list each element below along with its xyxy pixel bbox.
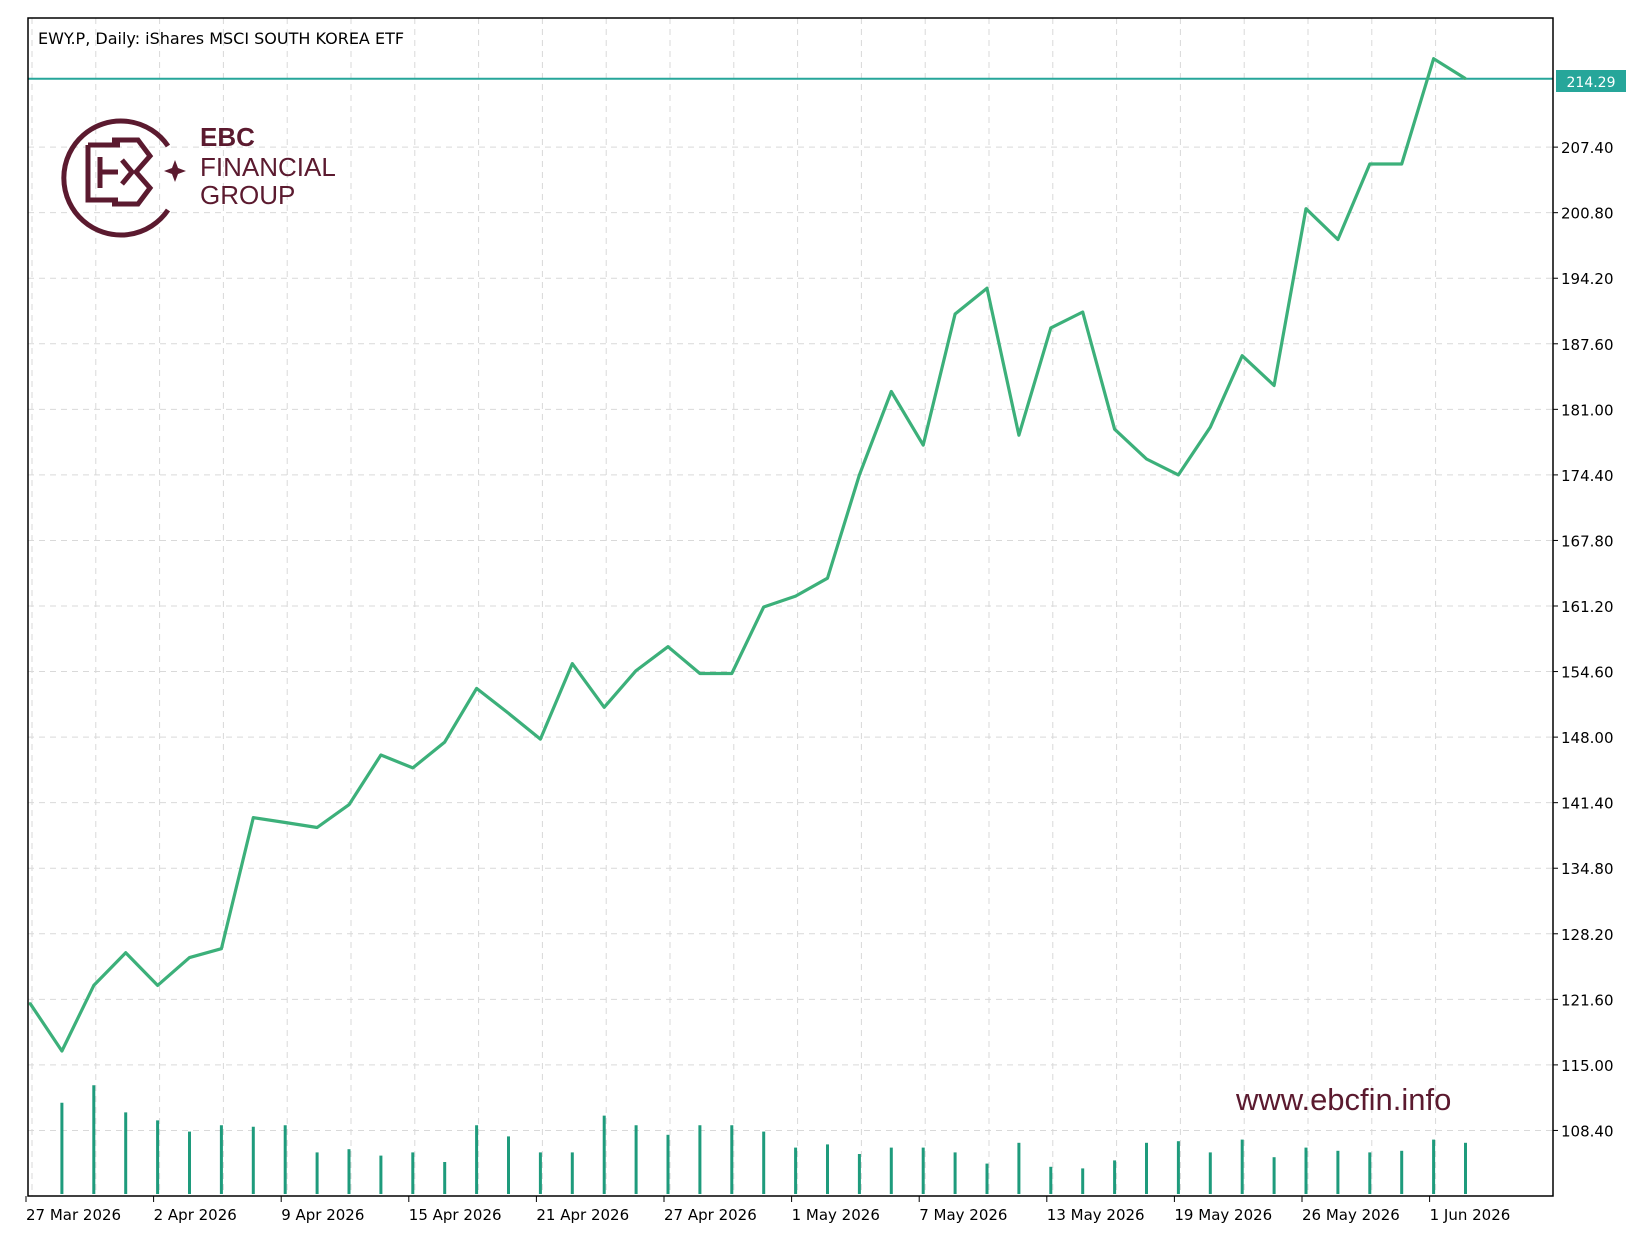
price-point	[922, 443, 925, 447]
y-tick-label: 194.20	[1561, 270, 1614, 288]
x-tick-label: 21 Apr 2026	[536, 1206, 629, 1224]
price-point	[985, 286, 989, 290]
y-tick-label: 181.00	[1561, 401, 1614, 419]
price-point	[698, 672, 702, 675]
price-point	[1081, 310, 1084, 314]
x-tick-label: 2 Apr 2026	[154, 1206, 237, 1224]
price-point	[1241, 354, 1244, 357]
x-tick-label: 15 Apr 2026	[409, 1206, 502, 1224]
y-axis: 207.40 200.80 194.20 187.60 181.00 174.40 167.…	[1553, 139, 1614, 1140]
volume-bars	[60, 1085, 1467, 1194]
price-point	[858, 473, 861, 477]
watermark-url: www.ebcfin.info	[1235, 1082, 1451, 1117]
x-tick-label: 1 Jun 2026	[1430, 1206, 1511, 1224]
y-tick-label: 161.20	[1561, 598, 1614, 616]
price-point	[156, 984, 159, 987]
ebc-logo: EBC FINANCIAL GROUP	[61, 118, 336, 238]
price-point	[571, 662, 574, 665]
price-point	[379, 753, 383, 757]
price-point	[1049, 326, 1053, 330]
price-point	[1113, 428, 1116, 431]
price-series	[28, 57, 1467, 1053]
price-point	[92, 984, 96, 987]
price-point	[1145, 457, 1148, 461]
price-point	[1304, 207, 1308, 210]
x-tick-label: 27 Apr 2026	[664, 1206, 757, 1224]
price-point	[730, 672, 733, 675]
x-tick-label: 9 Apr 2026	[281, 1206, 364, 1224]
y-tick-label: 128.20	[1561, 926, 1614, 944]
y-tick-label: 141.40	[1561, 795, 1614, 813]
logo-line-financial: FINANCIAL	[200, 152, 336, 182]
y-tick-label: 187.60	[1561, 336, 1614, 354]
price-point	[188, 956, 191, 959]
y-tick-label: 200.80	[1561, 205, 1614, 223]
price-point	[539, 737, 542, 741]
price-point	[890, 390, 893, 393]
x-tick-label: 1 May 2026	[792, 1206, 880, 1224]
logo-line-group: GROUP	[200, 180, 295, 210]
price-point	[220, 947, 223, 950]
ebc-logo-icon	[61, 118, 171, 238]
y-tick-label: 108.40	[1561, 1122, 1614, 1140]
logo-line-ebc: EBC	[200, 122, 255, 152]
price-point	[28, 1002, 32, 1005]
price-point	[1368, 162, 1372, 166]
price-point	[762, 605, 765, 609]
y-tick-label: 167.80	[1561, 532, 1614, 550]
x-tick-label: 13 May 2026	[1047, 1206, 1145, 1224]
chart-title: EWY.P, Daily: iShares MSCI SOUTH KOREA E…	[38, 29, 404, 48]
y-tick-label: 121.60	[1561, 991, 1614, 1009]
y-tick-label: 207.40	[1561, 139, 1614, 157]
price-point	[411, 766, 414, 770]
price-point	[60, 1049, 64, 1053]
grid	[28, 18, 1553, 1196]
y-tick-label: 174.40	[1561, 467, 1614, 485]
price-point	[1177, 473, 1180, 477]
y-tick-label: 148.00	[1561, 729, 1614, 747]
current-price-tag: 214.29	[1556, 70, 1626, 92]
x-tick-label: 26 May 2026	[1302, 1206, 1400, 1224]
x-tick-label: 7 May 2026	[919, 1206, 1007, 1224]
price-point	[252, 816, 255, 819]
price-point	[284, 821, 287, 824]
y-tick-label: 115.00	[1561, 1057, 1614, 1075]
x-tick-label: 27 Mar 2026	[26, 1206, 121, 1224]
price-point	[826, 576, 829, 580]
current-price-tag-bg	[1556, 70, 1626, 92]
price-point	[953, 312, 957, 316]
sparkle-icon	[164, 160, 186, 182]
y-tick-label: 154.60	[1561, 664, 1614, 682]
current-price-label: 214.29	[1567, 75, 1616, 91]
x-tick-label: 19 May 2026	[1174, 1206, 1272, 1224]
price-point	[347, 803, 351, 806]
x-axis: 27 Mar 2026 2 Apr 2026 9 Apr 2026 15 Apr 20…	[25, 1196, 1511, 1224]
price-series-line	[28, 57, 1467, 1053]
price-point	[1209, 426, 1212, 429]
price-point	[666, 645, 670, 648]
y-tick-label: 134.80	[1561, 860, 1614, 878]
price-point	[443, 740, 446, 744]
price-point	[315, 826, 319, 829]
price-point	[634, 669, 638, 672]
plot-frame	[27, 17, 1554, 1197]
price-point	[507, 712, 510, 715]
price-point	[1272, 384, 1276, 387]
price-point	[475, 687, 478, 690]
price-point	[603, 706, 606, 709]
price-point	[1017, 433, 1021, 437]
price-point	[1464, 77, 1467, 80]
price-point	[794, 594, 797, 598]
price-point	[1336, 238, 1340, 241]
price-point	[124, 951, 127, 954]
price-point	[1400, 162, 1403, 166]
price-point	[1432, 57, 1435, 60]
